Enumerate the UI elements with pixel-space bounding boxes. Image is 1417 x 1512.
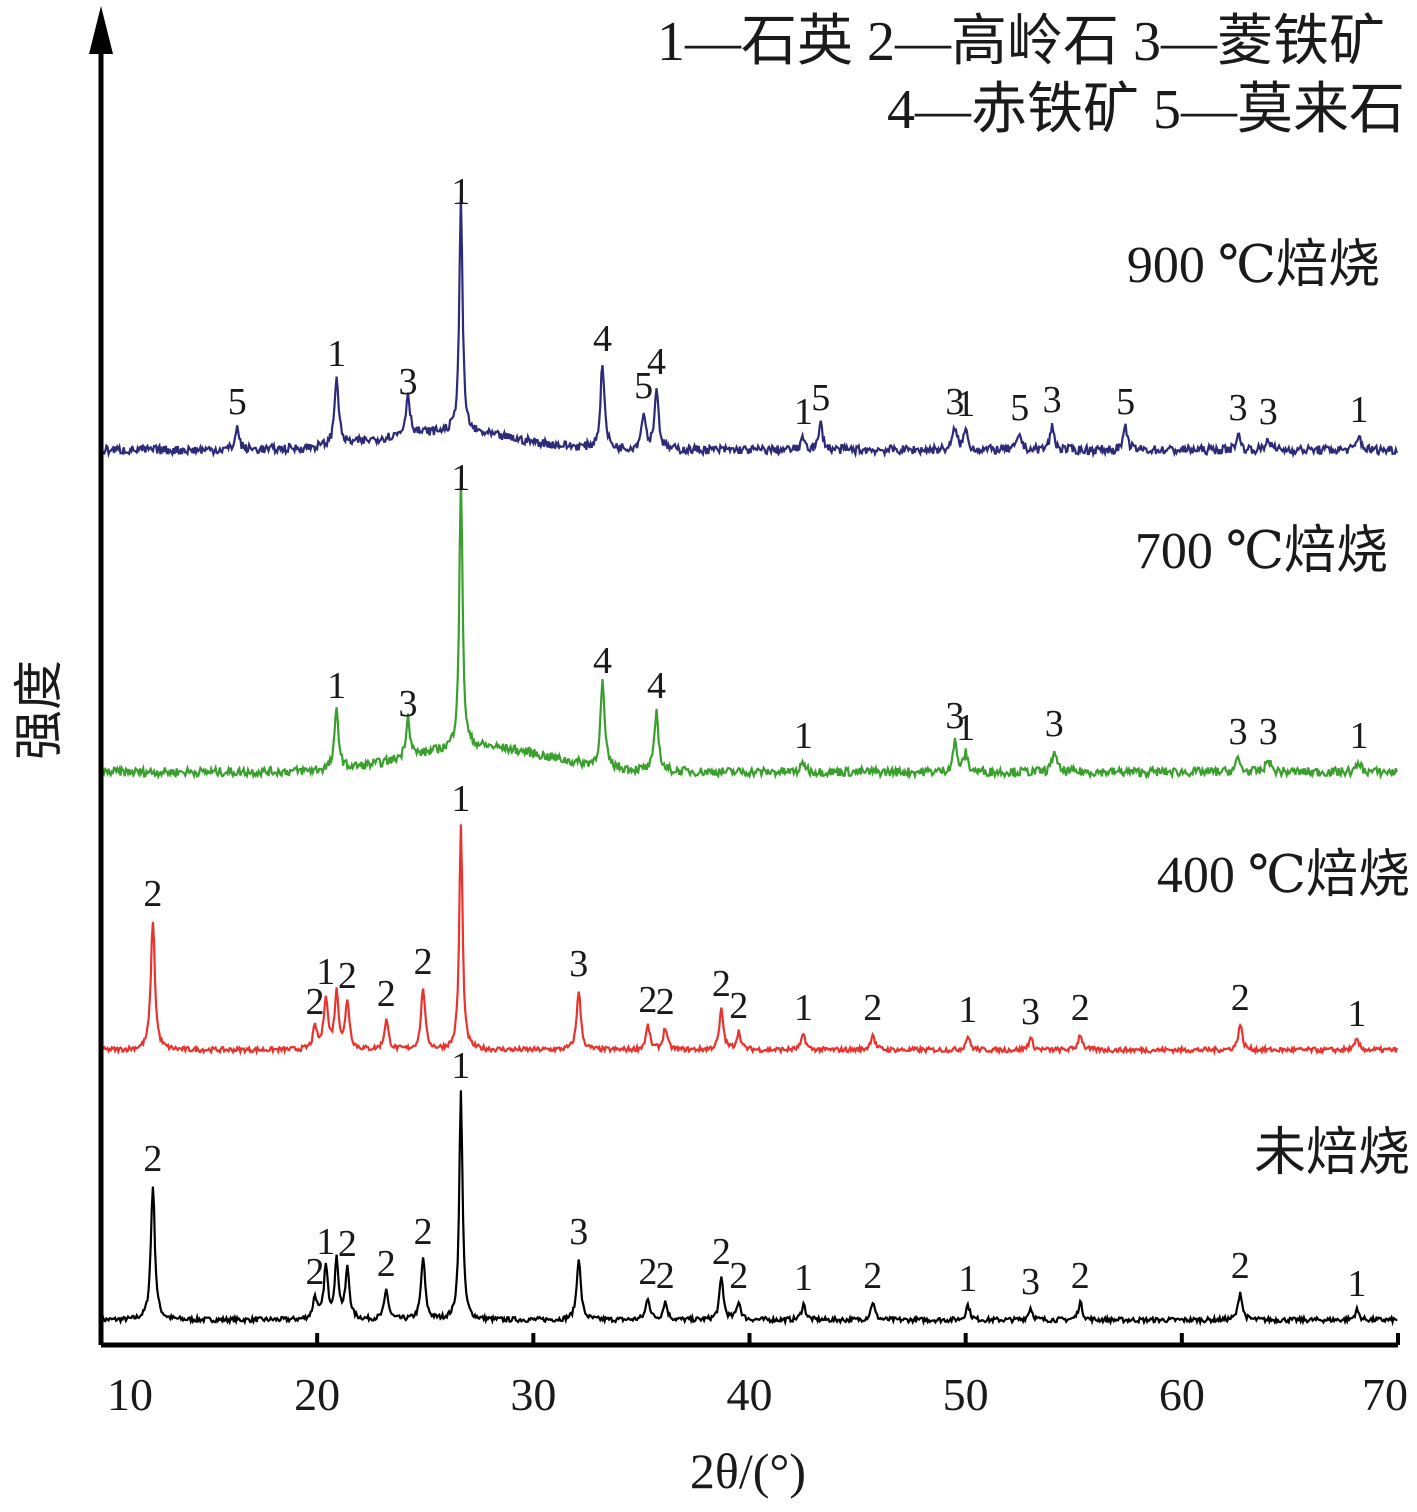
peak-label: 2: [338, 1223, 357, 1265]
series-line: [101, 1090, 1398, 1327]
x-tick-label: 20: [294, 1369, 340, 1420]
y-axis-title: 强度: [11, 660, 67, 760]
peak-label: 2: [306, 1251, 325, 1293]
peak-label: 1: [451, 457, 470, 499]
peak-label: 1: [451, 778, 470, 820]
peak-label: 3: [399, 361, 418, 403]
peak-label: 2: [414, 1211, 433, 1253]
axes: 10 20 30 40 50 60 70: [89, 6, 1408, 1420]
peak-label: 5: [811, 377, 830, 419]
peak-label: 3: [1021, 1261, 1040, 1303]
peak-label: 2: [1231, 1245, 1250, 1287]
legend-line-2: 4—赤铁矿 5—莫来石: [887, 79, 1405, 141]
x-tick-label: 50: [943, 1369, 989, 1420]
peak-label: 2: [143, 1138, 162, 1180]
peak-label: 5: [1010, 387, 1029, 429]
peak-label: 1: [956, 707, 975, 749]
peak-label: 1: [451, 171, 470, 213]
peak-label: 2: [1231, 977, 1250, 1019]
x-tick-label: 60: [1159, 1369, 1205, 1420]
peak-label: 3: [569, 943, 588, 985]
peak-label: 2: [414, 941, 433, 983]
peak-label: 5: [634, 365, 653, 407]
peak-label: 1: [316, 1221, 335, 1263]
peak-label: 3: [1229, 387, 1248, 429]
peak-label: 3: [1259, 711, 1278, 753]
series-line: [101, 824, 1398, 1057]
x-tick-label: 30: [510, 1369, 556, 1420]
peak-label: 2: [1071, 987, 1090, 1029]
peak-label: 2: [143, 873, 162, 915]
peak-label: 2: [306, 981, 325, 1023]
series-name-label: 400 ℃焙烧: [1157, 847, 1410, 904]
peak-label: 3: [1259, 391, 1278, 433]
peak-label: 3: [945, 381, 964, 423]
peak-label: 3: [1045, 703, 1064, 745]
peak-label: 3: [1043, 379, 1062, 421]
peak-label: 2: [712, 1231, 731, 1273]
peak-label: 5: [1116, 381, 1135, 423]
peak-label: 1: [958, 989, 977, 1031]
series-traces: [101, 195, 1398, 1327]
peak-label: 3: [1021, 991, 1040, 1033]
series-labels: 未焙烧 400 ℃焙烧 700 ℃焙烧 900 ℃焙烧: [1127, 237, 1410, 1182]
peak-label: 4: [647, 665, 666, 707]
peak-label: 4: [593, 640, 612, 682]
peak-label: 3: [1229, 711, 1248, 753]
peak-label: 2: [338, 955, 357, 997]
series-name-label: 900 ℃焙烧: [1127, 237, 1380, 294]
peak-label: 3: [399, 683, 418, 725]
x-tick-label: 10: [107, 1369, 153, 1420]
series-name-label: 700 ℃焙烧: [1135, 523, 1388, 580]
x-axis-title: 2θ/(°): [690, 1443, 806, 1499]
peak-label: 2: [1071, 1255, 1090, 1297]
peak-label: 2: [729, 1255, 748, 1297]
series-line: [101, 476, 1398, 781]
peak-label: 3: [569, 1211, 588, 1253]
peak-label: 3: [945, 695, 964, 737]
peak-label: 1: [1350, 389, 1369, 431]
peak-label: 4: [593, 318, 612, 360]
peak-label: 2: [638, 1251, 657, 1293]
peak-label: 1: [1347, 993, 1366, 1035]
peak-label: 2: [863, 987, 882, 1029]
peak-label: 5: [228, 381, 247, 423]
x-tick-label: 70: [1362, 1369, 1408, 1420]
peak-label: 1: [794, 987, 813, 1029]
x-tick-label: 40: [727, 1369, 773, 1420]
peak-label: 1: [1347, 1263, 1366, 1305]
peak-label: 1: [316, 951, 335, 993]
peak-label: 1: [794, 715, 813, 757]
peak-label: 1: [958, 1258, 977, 1300]
peak-label: 1: [794, 391, 813, 433]
legend: 1—石英 2—高岭石 3—菱铁矿 4—赤铁矿 5—莫来石: [657, 11, 1405, 141]
peak-label: 2: [377, 973, 396, 1015]
peak-label: 2: [638, 979, 657, 1021]
peak-label: 2: [656, 981, 675, 1023]
peak-label: 1: [327, 333, 346, 375]
peak-label: 1: [1350, 715, 1369, 757]
peak-label: 1: [451, 1045, 470, 1087]
x-ticks: 10 20 30 40 50 60 70: [99, 1333, 1408, 1420]
peak-label: 2: [729, 985, 748, 1027]
y-axis-arrow-icon: [89, 6, 113, 54]
peak-label: 1: [794, 1257, 813, 1299]
peak-label: 4: [647, 341, 666, 383]
peak-label: 1: [327, 665, 346, 707]
peak-label: 2: [377, 1243, 396, 1285]
peak-label: 2: [863, 1255, 882, 1297]
legend-line-1: 1—石英 2—高岭石 3—菱铁矿: [657, 11, 1385, 73]
peak-label: 2: [656, 1255, 675, 1297]
series-line: [101, 195, 1398, 459]
peak-label: 2: [712, 963, 731, 1005]
peak-label: 1: [956, 383, 975, 425]
series-name-label: 未焙烧: [1254, 1125, 1410, 1182]
